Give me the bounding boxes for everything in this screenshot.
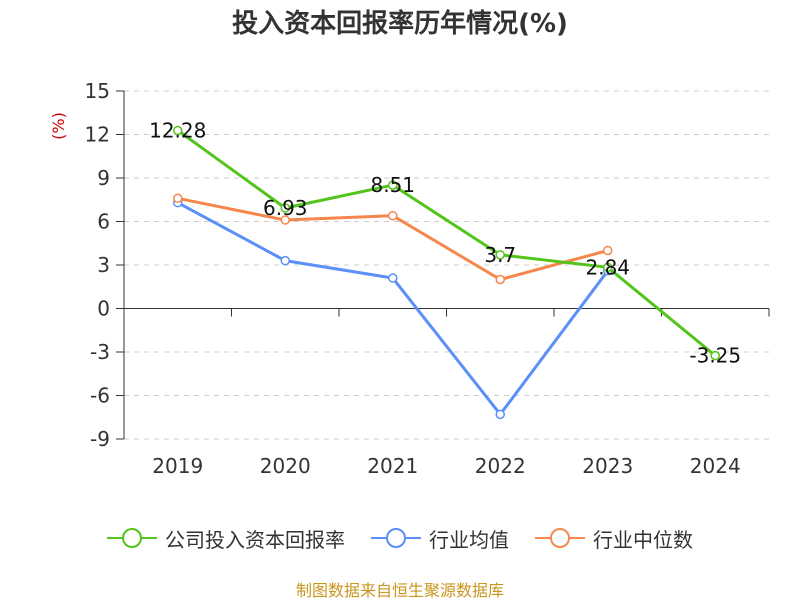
y-tick-label: 15 xyxy=(85,79,110,103)
legend-item[interactable]: 行业均值 xyxy=(371,524,509,553)
grid-layer xyxy=(124,90,769,440)
data-label: 8.51 xyxy=(370,173,415,197)
y-tick-label: -6 xyxy=(90,384,110,408)
data-point xyxy=(280,203,290,213)
data-label: 12.28 xyxy=(149,118,206,142)
legend-item[interactable]: 行业中位数 xyxy=(535,524,693,553)
legend-swatch xyxy=(107,528,157,548)
data-point xyxy=(603,262,613,273)
y-tick-label: 0 xyxy=(97,297,110,321)
data-point xyxy=(495,250,505,260)
data-point xyxy=(603,245,613,256)
legend-label: 公司投入资本回报率 xyxy=(165,527,345,552)
legend-label: 行业中位数 xyxy=(593,527,693,552)
data-point xyxy=(388,210,398,221)
legend: 公司投入资本回报率 行业均值 行业中位数 xyxy=(0,518,800,558)
x-tick-label: 2021 xyxy=(367,454,418,478)
data-point xyxy=(495,409,505,420)
series-layer xyxy=(173,125,720,420)
data-label: 6.93 xyxy=(263,196,308,220)
data-point xyxy=(173,193,183,204)
data-label: 2.84 xyxy=(585,255,630,279)
chart-title: 投入资本回报率历年情况(%) xyxy=(232,9,568,39)
data-label: 3.7 xyxy=(484,243,516,267)
data-label-layer: 12.28 6.93 8.51 3.7 2.84 -3.25 xyxy=(149,118,741,367)
series-line xyxy=(176,129,717,357)
data-point xyxy=(495,274,505,285)
legend-label: 行业均值 xyxy=(429,527,509,552)
data-point xyxy=(173,125,183,136)
x-tick-label: 2020 xyxy=(260,454,311,478)
legend-swatch xyxy=(535,528,585,548)
x-tick-label: 2023 xyxy=(582,454,633,478)
legend-swatch xyxy=(371,528,421,548)
data-point xyxy=(280,215,290,225)
y-tick-label: -9 xyxy=(90,427,110,451)
data-point xyxy=(388,180,398,190)
y-tick-label: -3 xyxy=(90,340,110,364)
data-point xyxy=(710,350,720,361)
data-point xyxy=(280,255,290,266)
legend-item[interactable]: 公司投入资本回报率 xyxy=(107,524,345,553)
source-note: 制图数据来自恒生聚源数据库 xyxy=(295,581,504,600)
y-tick-label: 12 xyxy=(85,123,110,147)
y-tick-label: 9 xyxy=(97,166,110,190)
x-tick-label: 2019 xyxy=(152,454,203,478)
y-tick-label: 3 xyxy=(97,253,110,277)
x-tick-label: 2022 xyxy=(475,454,526,478)
data-label: -3.25 xyxy=(689,344,741,368)
axis-layer: 15 12 9 6 3 0 -3 -6 -9 2019 2020 2021 2022 2023 2024 (%… xyxy=(49,79,770,478)
y-axis-label: (%) xyxy=(49,112,68,140)
x-tick-label: 2024 xyxy=(690,454,741,478)
y-tick-label: 6 xyxy=(97,210,110,234)
data-point xyxy=(388,273,398,283)
